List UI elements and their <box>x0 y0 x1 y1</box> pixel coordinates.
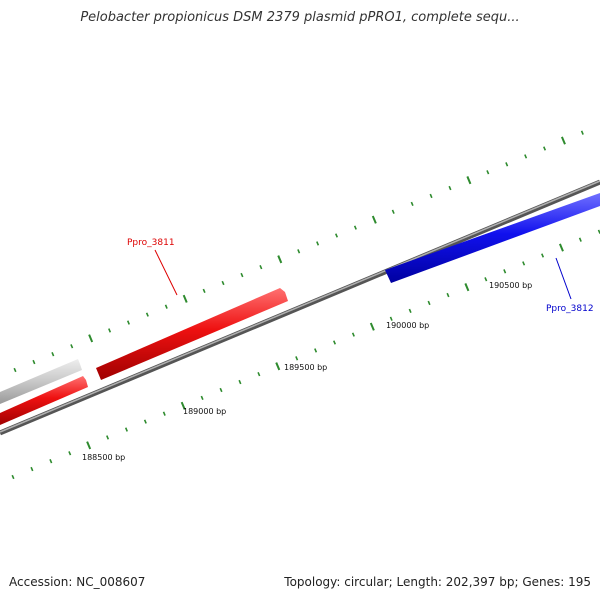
outer-tick-14 <box>277 255 283 264</box>
inner-tick-26 <box>503 269 507 274</box>
gene-label-ppro-3812[interactable]: Ppro_3812 <box>546 304 594 314</box>
scale-label-189500: 189500 bp <box>284 363 327 372</box>
outer-tick-0 <box>13 367 17 373</box>
gene-label-ppro-3811[interactable]: Ppro_3811 <box>127 238 175 248</box>
inner-tick-10 <box>200 395 204 401</box>
outer-tick-22 <box>429 193 433 199</box>
map-title: Pelobacter propionicus DSM 2379 plasmid … <box>80 10 520 25</box>
inner-tick-29 <box>558 243 564 252</box>
outer-tick-16 <box>316 241 320 246</box>
inner-tick-16 <box>314 348 318 353</box>
outer-tick-23 <box>448 185 452 191</box>
gene-arrow-ppro-3811[interactable] <box>96 288 288 380</box>
scale-label-190500: 190500 bp <box>489 281 532 290</box>
outer-tick-10 <box>202 288 206 294</box>
outer-tick-8 <box>164 304 168 309</box>
outer-tick-24 <box>466 176 472 185</box>
gene-arrow-red-left[interactable] <box>0 376 88 425</box>
inner-tick-25 <box>484 277 488 282</box>
outer-tick-2 <box>51 352 55 357</box>
outer-tick-marks <box>13 130 584 373</box>
inner-tick-15 <box>295 356 299 361</box>
inner-tick-2 <box>49 459 53 464</box>
scale-label-189000: 189000 bp <box>183 407 226 416</box>
outer-tick-6 <box>126 320 130 325</box>
scale-label-188500: 188500 bp <box>82 453 125 462</box>
inner-tick-6 <box>124 427 128 432</box>
outer-tick-21 <box>410 201 414 207</box>
inner-tick-7 <box>143 419 147 424</box>
inner-tick-22 <box>427 300 431 306</box>
outer-tick-13 <box>259 265 263 270</box>
inner-tick-marks <box>11 229 600 480</box>
inner-tick-30 <box>578 237 582 242</box>
accession-text: Accession: NC_008607 <box>9 575 146 589</box>
outer-tick-30 <box>580 130 584 135</box>
inner-tick-0 <box>11 474 15 480</box>
outer-tick-15 <box>297 249 301 254</box>
inner-tick-21 <box>408 308 412 314</box>
outer-tick-11 <box>221 280 225 286</box>
inner-tick-11 <box>219 387 223 393</box>
inner-tick-8 <box>162 411 166 416</box>
outer-tick-28 <box>543 146 547 151</box>
gene-arrow-gray[interactable] <box>0 359 82 404</box>
gene-labels: Ppro_3811 Ppro_3812 <box>127 238 594 314</box>
sequence-summary: Topology: circular; Length: 202,397 bp; … <box>284 575 591 589</box>
inner-tick-13 <box>257 372 261 377</box>
inner-tick-27 <box>522 261 526 266</box>
gene-arrows <box>0 193 600 425</box>
outer-tick-9 <box>182 294 188 303</box>
inner-tick-4 <box>86 441 92 450</box>
outer-tick-19 <box>371 215 377 224</box>
outer-tick-3 <box>70 344 74 349</box>
inner-tick-23 <box>446 292 450 298</box>
gene-leader-ppro-3811 <box>154 249 178 296</box>
inner-tick-24 <box>464 283 470 292</box>
inner-tick-12 <box>238 379 242 385</box>
inner-tick-28 <box>541 253 545 258</box>
outer-tick-5 <box>108 328 112 333</box>
inner-tick-19 <box>369 322 375 331</box>
scale-labels: 188500 bp 189000 bp 189500 bp 190000 bp … <box>82 281 532 462</box>
outer-tick-29 <box>560 136 566 145</box>
inner-tick-17 <box>332 340 337 345</box>
outer-tick-20 <box>391 209 395 214</box>
inner-tick-3 <box>68 451 72 456</box>
inner-tick-14 <box>275 362 281 371</box>
inner-tick-5 <box>106 435 110 440</box>
outer-tick-25 <box>486 170 490 175</box>
inner-tick-18 <box>351 332 355 337</box>
backbone <box>0 179 600 436</box>
outer-tick-1 <box>32 359 36 365</box>
outer-tick-17 <box>334 233 339 238</box>
inner-tick-1 <box>30 466 34 472</box>
gene-arrow-ppro-3812[interactable] <box>385 193 600 283</box>
inner-tick-9 <box>180 401 186 410</box>
gene-leader-ppro-3812 <box>555 257 572 300</box>
outer-tick-12 <box>240 272 244 278</box>
outer-tick-26 <box>505 162 509 167</box>
outer-tick-7 <box>145 312 149 317</box>
outer-tick-18 <box>353 225 357 230</box>
outer-tick-27 <box>524 154 528 159</box>
inner-tick-20 <box>389 316 393 321</box>
scale-label-190000: 190000 bp <box>386 321 429 330</box>
outer-tick-4 <box>88 334 94 343</box>
